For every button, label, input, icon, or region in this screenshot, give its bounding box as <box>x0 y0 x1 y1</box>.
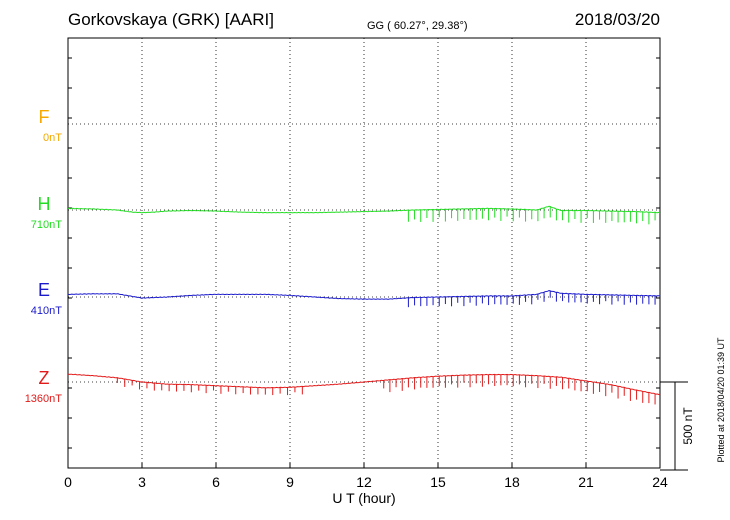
trace-line <box>67 289 661 300</box>
x-tick-label: 18 <box>504 474 520 490</box>
channel-baseline-z: 1360nT <box>25 393 63 405</box>
x-tick-label: 12 <box>356 474 372 490</box>
x-tick-label: 3 <box>138 474 146 490</box>
trace-e <box>67 289 661 308</box>
channel-label-e: E <box>38 280 50 300</box>
traces <box>67 205 661 405</box>
station-title: Gorkovskaya (GRK) [AARI] <box>68 10 274 29</box>
x-tick-label: 24 <box>652 474 668 490</box>
channel-label-z: Z <box>39 368 50 388</box>
channel-baseline-h: 710nT <box>31 219 62 231</box>
x-tick-label: 0 <box>64 474 72 490</box>
trace-h <box>67 205 661 225</box>
trace-line <box>67 205 661 214</box>
x-tick-labels: 0 3 6 9 12 15 18 21 24 <box>64 463 668 490</box>
x-tick-label: 6 <box>212 474 220 490</box>
grid <box>68 38 660 468</box>
x-tick-label: 21 <box>578 474 594 490</box>
plot-date: 2018/03/20 <box>575 10 660 29</box>
trace-line <box>67 373 661 396</box>
station-coords: GG ( 60.27°, 29.38°) <box>367 20 468 32</box>
x-tick-label: 9 <box>286 474 294 490</box>
x-axis-label: U T (hour) <box>332 490 395 506</box>
x-tick-label: 15 <box>430 474 446 490</box>
scale-bar: 500 nT <box>660 381 695 471</box>
channel-label-f: F <box>39 107 50 127</box>
channel-baseline-f: 0nT <box>43 132 62 144</box>
trace-z <box>67 373 661 405</box>
channel-label-h: H <box>38 194 51 214</box>
channel-labels: F 0nT H 710nT E 410nT Z 1360nT <box>25 107 63 405</box>
plotted-note: Plotted at 2018/04/20 01:39 UT <box>716 337 726 463</box>
channel-baseline-e: 410nT <box>31 305 62 317</box>
scale-bar-label: 500 nT <box>681 407 695 445</box>
